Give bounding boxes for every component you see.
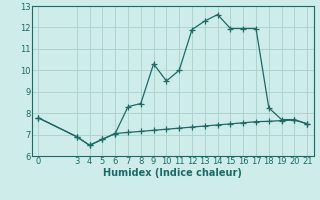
X-axis label: Humidex (Indice chaleur): Humidex (Indice chaleur) xyxy=(103,168,242,178)
